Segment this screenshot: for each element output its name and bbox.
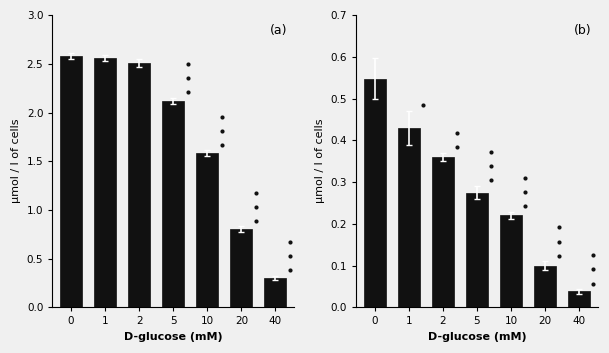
X-axis label: D-glucose (mM): D-glucose (mM)	[428, 332, 526, 342]
Bar	[432, 157, 454, 307]
Bar	[128, 63, 150, 307]
Bar	[466, 192, 488, 307]
X-axis label: D-glucose (mM): D-glucose (mM)	[124, 332, 222, 342]
Bar	[196, 154, 219, 307]
Bar	[162, 101, 185, 307]
Y-axis label: μmol / l of cells: μmol / l of cells	[315, 119, 325, 203]
Bar	[264, 278, 286, 307]
Bar	[398, 128, 420, 307]
Bar	[534, 265, 556, 307]
Bar	[230, 229, 252, 307]
Bar	[568, 292, 590, 307]
Bar	[94, 58, 116, 307]
Bar	[60, 56, 82, 307]
Text: (b): (b)	[574, 24, 591, 37]
Bar	[364, 79, 386, 307]
Text: (a): (a)	[270, 24, 287, 37]
Y-axis label: μmol / l of cells: μmol / l of cells	[11, 119, 21, 203]
Bar	[500, 215, 522, 307]
